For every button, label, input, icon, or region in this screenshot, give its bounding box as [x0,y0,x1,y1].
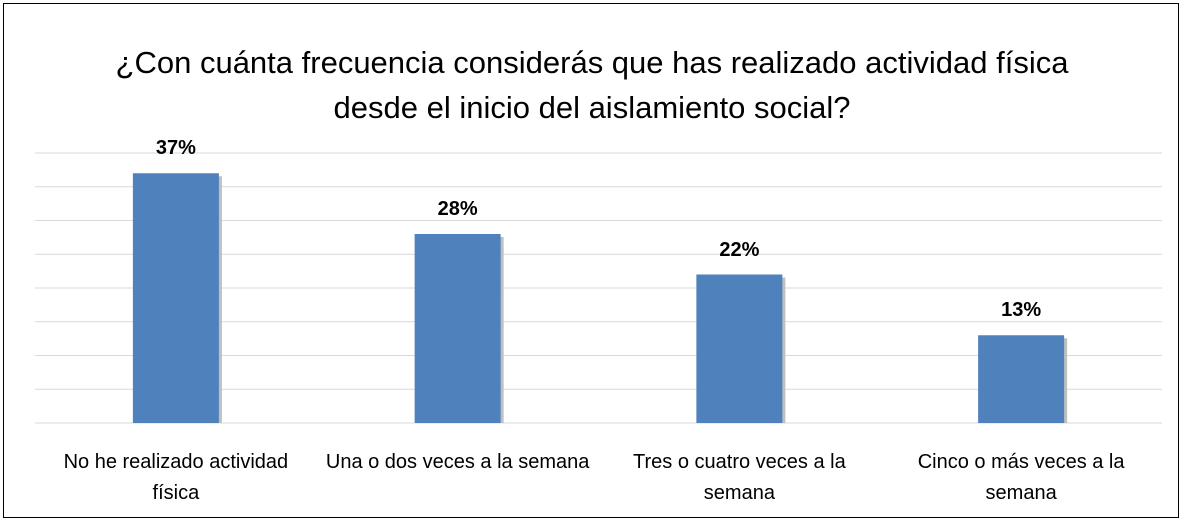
chart-frame [3,3,1179,518]
data-label: 37% [155,137,196,160]
x-tick-label: Tres o cuatro veces a la semana [633,451,846,504]
bar [414,234,501,423]
bar [978,335,1065,423]
bar [696,274,783,423]
chart-title: ¿Con cuánta frecuencia considerás que ha… [115,45,1069,125]
x-tick-label: Cinco o más veces a la semana [917,451,1125,504]
data-label: 22% [719,238,760,261]
x-tick-label: No he realizado actividad física [63,451,289,504]
bar [132,173,219,423]
data-label: 28% [437,198,478,220]
x-tick-label: Una o dos veces a la semana [325,451,590,473]
data-label: 13% [1001,299,1042,322]
